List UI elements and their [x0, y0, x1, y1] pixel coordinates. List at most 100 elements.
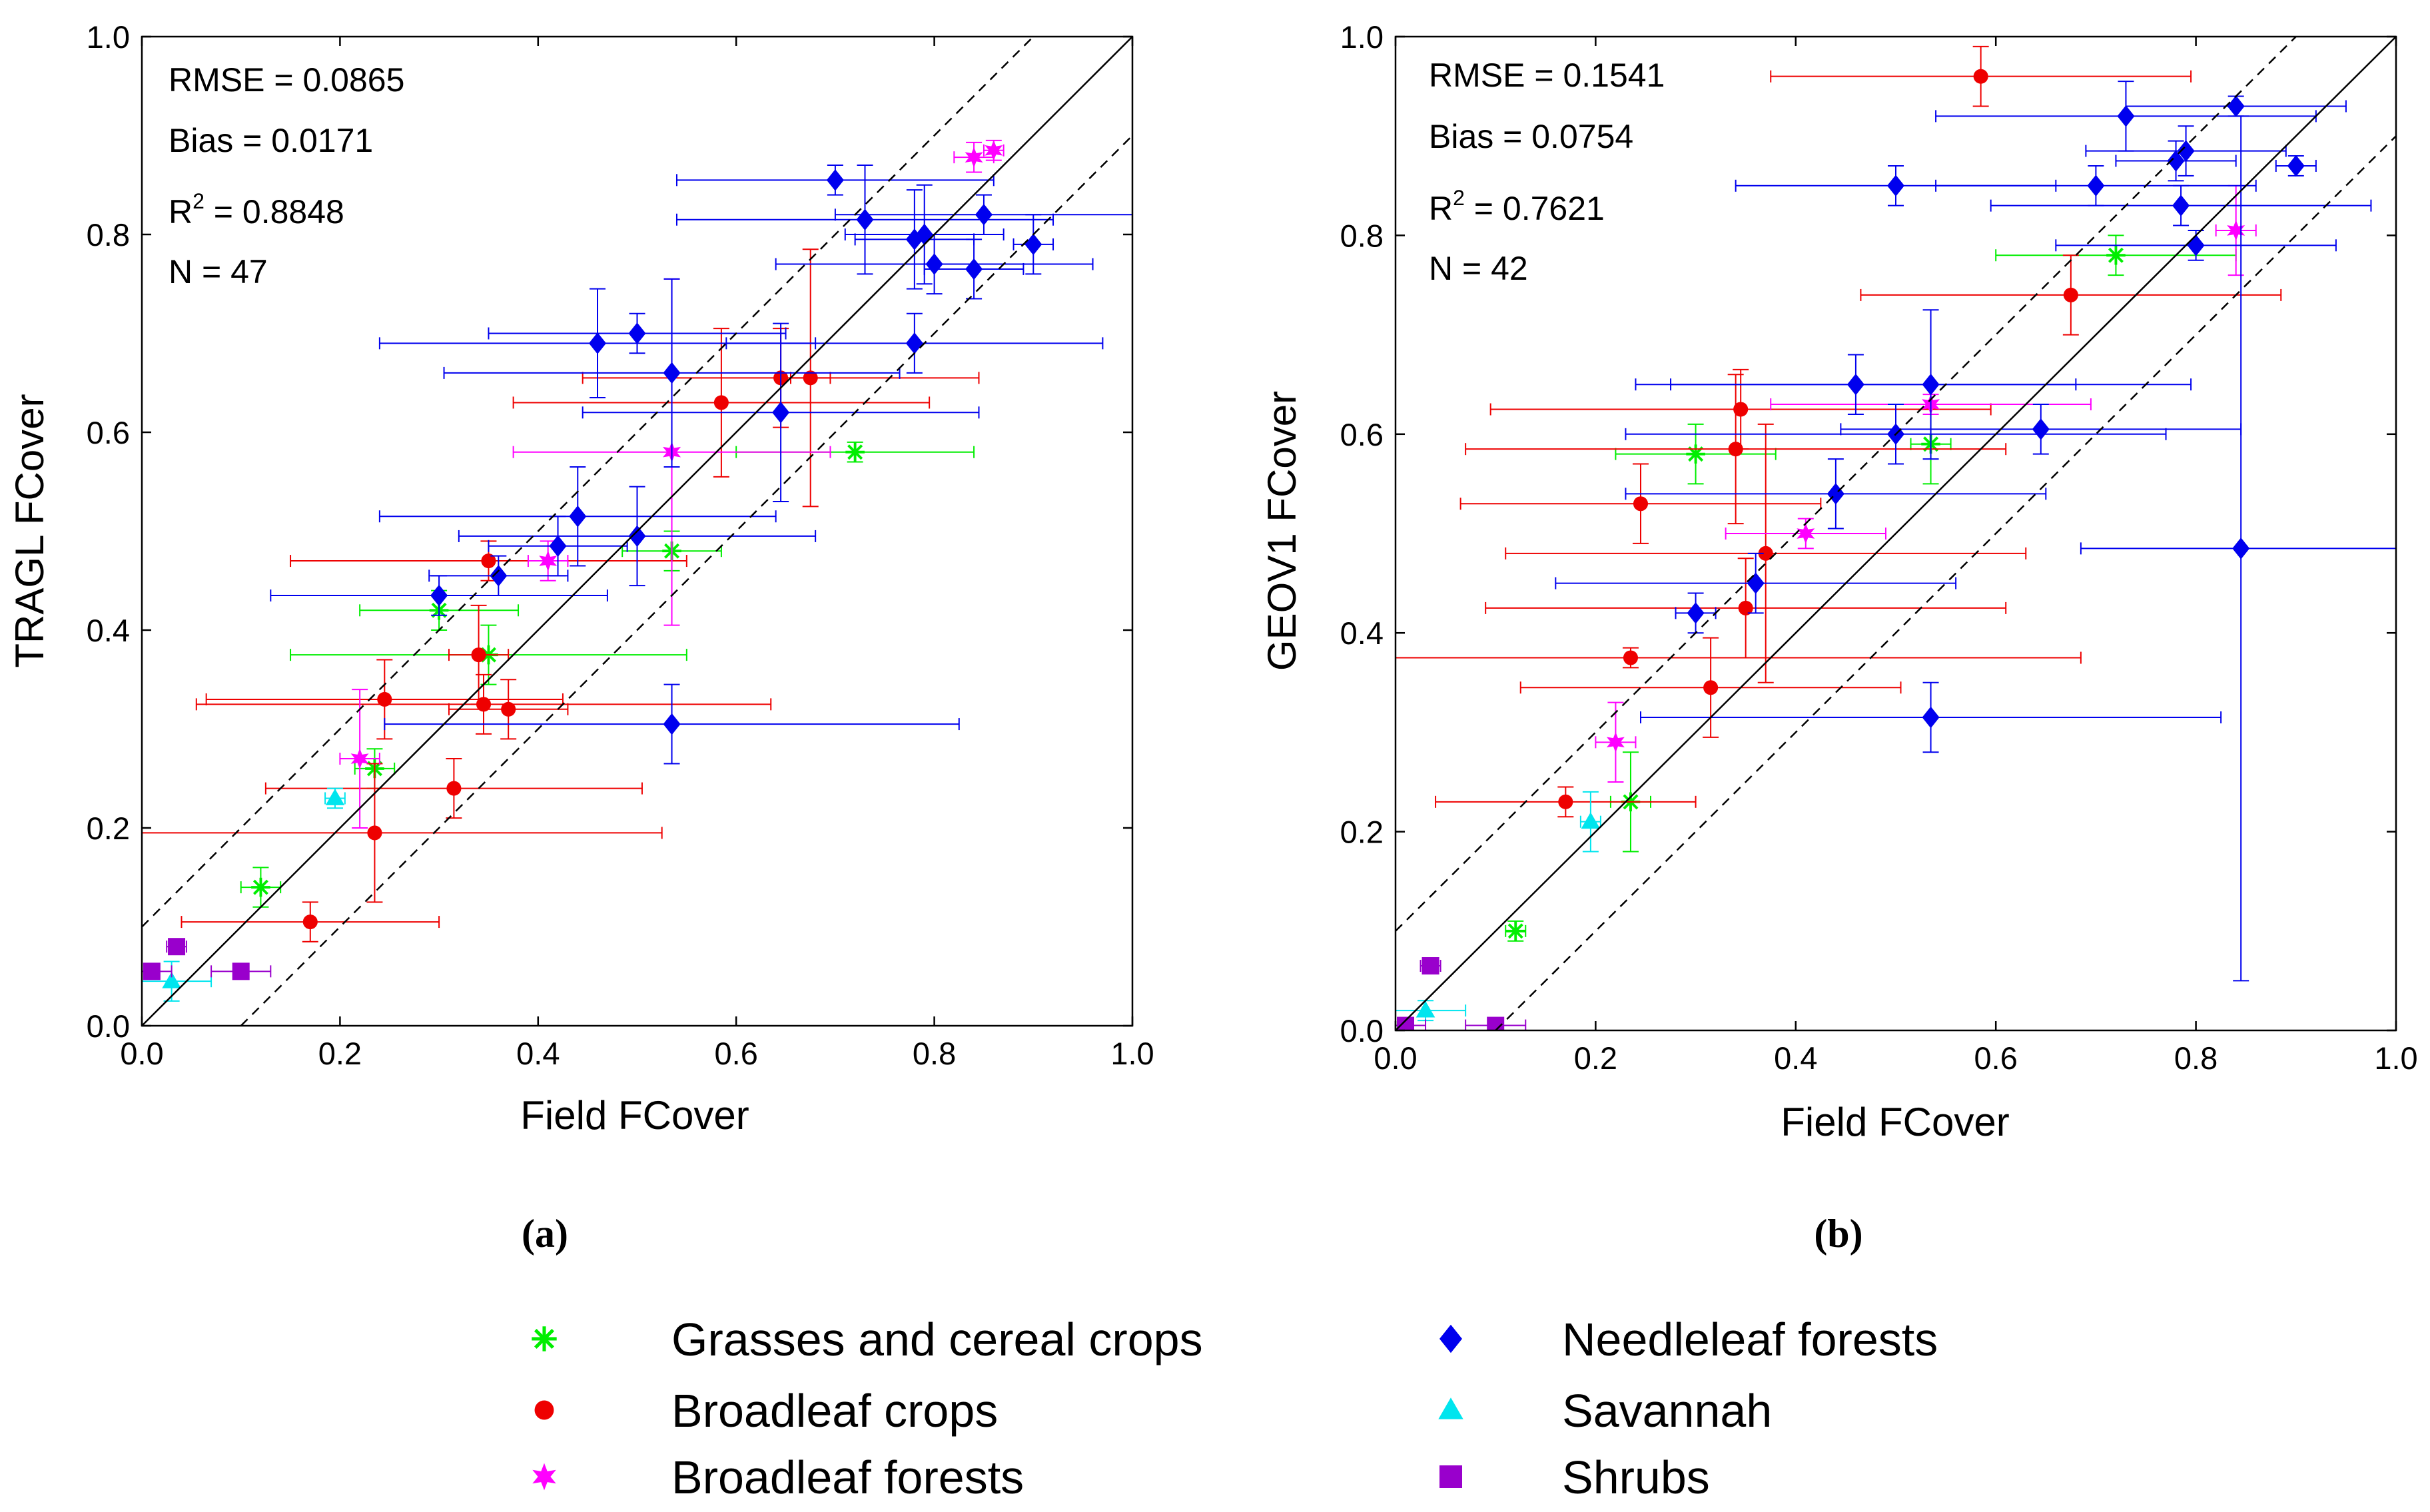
data-point — [1625, 458, 2047, 530]
x-tick-label-a: 0.4 — [516, 1036, 560, 1071]
data-point — [1396, 647, 2082, 669]
panel-label-a: (a) — [522, 1212, 568, 1256]
legend: Grasses and cereal crops Broadleaf crops… — [532, 1314, 1938, 1503]
marker-circle — [481, 554, 496, 569]
marker-diamond — [826, 169, 844, 191]
marker-square — [1421, 957, 1439, 975]
y-axis-label-b: GEOV1 FCover — [1260, 391, 1304, 671]
marker-diamond — [2287, 155, 2305, 177]
marker-triangle — [1416, 1000, 1435, 1018]
marker-star6 — [985, 140, 1003, 161]
data-point — [448, 679, 569, 740]
marker-diamond — [589, 332, 607, 354]
data-point — [1489, 368, 1992, 450]
x-tick-label-b: 0.0 — [1374, 1040, 1417, 1076]
identity-line-b — [1396, 37, 2396, 1030]
legend-symbol-triangle — [1438, 1397, 1463, 1419]
marker-diamond — [490, 565, 508, 587]
data-point — [512, 328, 931, 478]
marker-diamond — [628, 525, 646, 548]
legend-label-needleleaf: Needleleaf forests — [1562, 1314, 1938, 1365]
y-tick-label-b: 1.0 — [1340, 19, 1384, 55]
legend-label-grasses: Grasses and cereal crops — [671, 1314, 1203, 1365]
marker-circle — [377, 691, 392, 707]
plot-area-a — [142, 139, 1132, 1002]
data-point — [789, 248, 831, 508]
data-point — [324, 787, 346, 809]
marker-diamond — [2172, 194, 2190, 216]
marker-star — [1505, 921, 1525, 941]
y-tick-label-b: 0.6 — [1340, 417, 1384, 452]
marker-circle — [1558, 794, 1573, 809]
x-axis-label-a: Field FCover — [520, 1093, 749, 1138]
r2-prefix-a: R — [169, 193, 193, 230]
data-point — [240, 867, 282, 908]
rmse-label-b: RMSE = 0.1541 — [1429, 57, 1665, 94]
marker-circle — [803, 370, 818, 386]
bias-label-a: Bias = 0.0171 — [169, 122, 373, 159]
series-grasses-b — [1505, 234, 2237, 942]
data-point — [1935, 165, 2257, 206]
series-broadleaf-crops-a — [142, 248, 980, 943]
marker-diamond — [975, 204, 993, 226]
legend-marker-shrubs — [1439, 1465, 1462, 1488]
y-tick-label-b: 0.8 — [1340, 218, 1384, 253]
marker-diamond — [1687, 602, 1705, 624]
marker-circle — [471, 647, 486, 663]
marker-diamond — [2117, 105, 2135, 127]
marker-star6 — [1797, 523, 1815, 544]
upper-bound-line-a — [142, 37, 1034, 928]
rmse-label-a: RMSE = 0.0865 — [169, 61, 404, 99]
marker-diamond — [1024, 233, 1042, 256]
data-point — [1555, 552, 1957, 614]
x-tick-label-b: 0.8 — [2174, 1040, 2218, 1076]
data-point — [1485, 558, 2007, 659]
marker-diamond — [2177, 140, 2195, 162]
y-axis-label-a: TRAGL FCover — [7, 394, 52, 667]
legend-label-broadleaf-forests: Broadleaf forests — [671, 1451, 1024, 1503]
upper-bound-line-b — [1396, 37, 2297, 932]
data-point — [1435, 786, 1697, 818]
data-point — [923, 238, 1024, 300]
data-point — [384, 683, 960, 765]
marker-diamond — [663, 362, 681, 384]
data-point — [675, 165, 995, 196]
r2-prefix-b: R — [1429, 190, 1453, 227]
y-tick-label-b: 0.0 — [1340, 1013, 1384, 1048]
y-tick-label-b: 0.2 — [1340, 815, 1384, 850]
marker-square — [232, 962, 250, 980]
data-point — [2085, 125, 2287, 177]
series-needleleaf-a — [270, 165, 1132, 765]
data-point — [2080, 115, 2396, 982]
marker-circle — [501, 701, 516, 717]
data-point — [1615, 423, 1777, 485]
legend-marker-grasses — [532, 1326, 557, 1351]
r2-label-a: R2 = 0.8848 — [169, 189, 344, 230]
reference-lines-a — [142, 37, 1132, 1026]
series-broadleaf-crops-b — [1396, 45, 2282, 818]
data-point — [142, 962, 173, 980]
marker-diamond — [2227, 95, 2245, 117]
x-tick-label-b: 0.6 — [1974, 1040, 2018, 1076]
marker-diamond — [905, 332, 923, 354]
marker-diamond — [549, 535, 567, 558]
data-point — [1639, 681, 2222, 753]
data-point — [488, 312, 787, 354]
marker-diamond — [1887, 175, 1904, 197]
marker-circle — [367, 825, 382, 841]
marker-diamond — [772, 402, 790, 424]
data-point — [1519, 637, 1902, 738]
marker-triangle — [162, 971, 181, 988]
legend-marker-broadleaf-crops — [534, 1400, 554, 1420]
y-tick-label-a: 0.0 — [87, 1008, 130, 1044]
marker-diamond — [925, 253, 943, 275]
data-point — [1579, 791, 1601, 853]
data-point — [2125, 95, 2347, 117]
marker-star — [1686, 444, 1705, 464]
r2-superscript-b: 2 — [1453, 186, 1465, 210]
marker-diamond — [1922, 373, 1940, 396]
marker-star6 — [1606, 731, 1625, 753]
y-tick-label-a: 0.4 — [87, 613, 130, 648]
marker-star6 — [2227, 220, 2245, 241]
ticks-a: 0.0 0.2 0.4 0.6 0.8 1.0 0.0 0.2 0.4 0.6 0.8 1.0 — [87, 19, 1154, 1071]
